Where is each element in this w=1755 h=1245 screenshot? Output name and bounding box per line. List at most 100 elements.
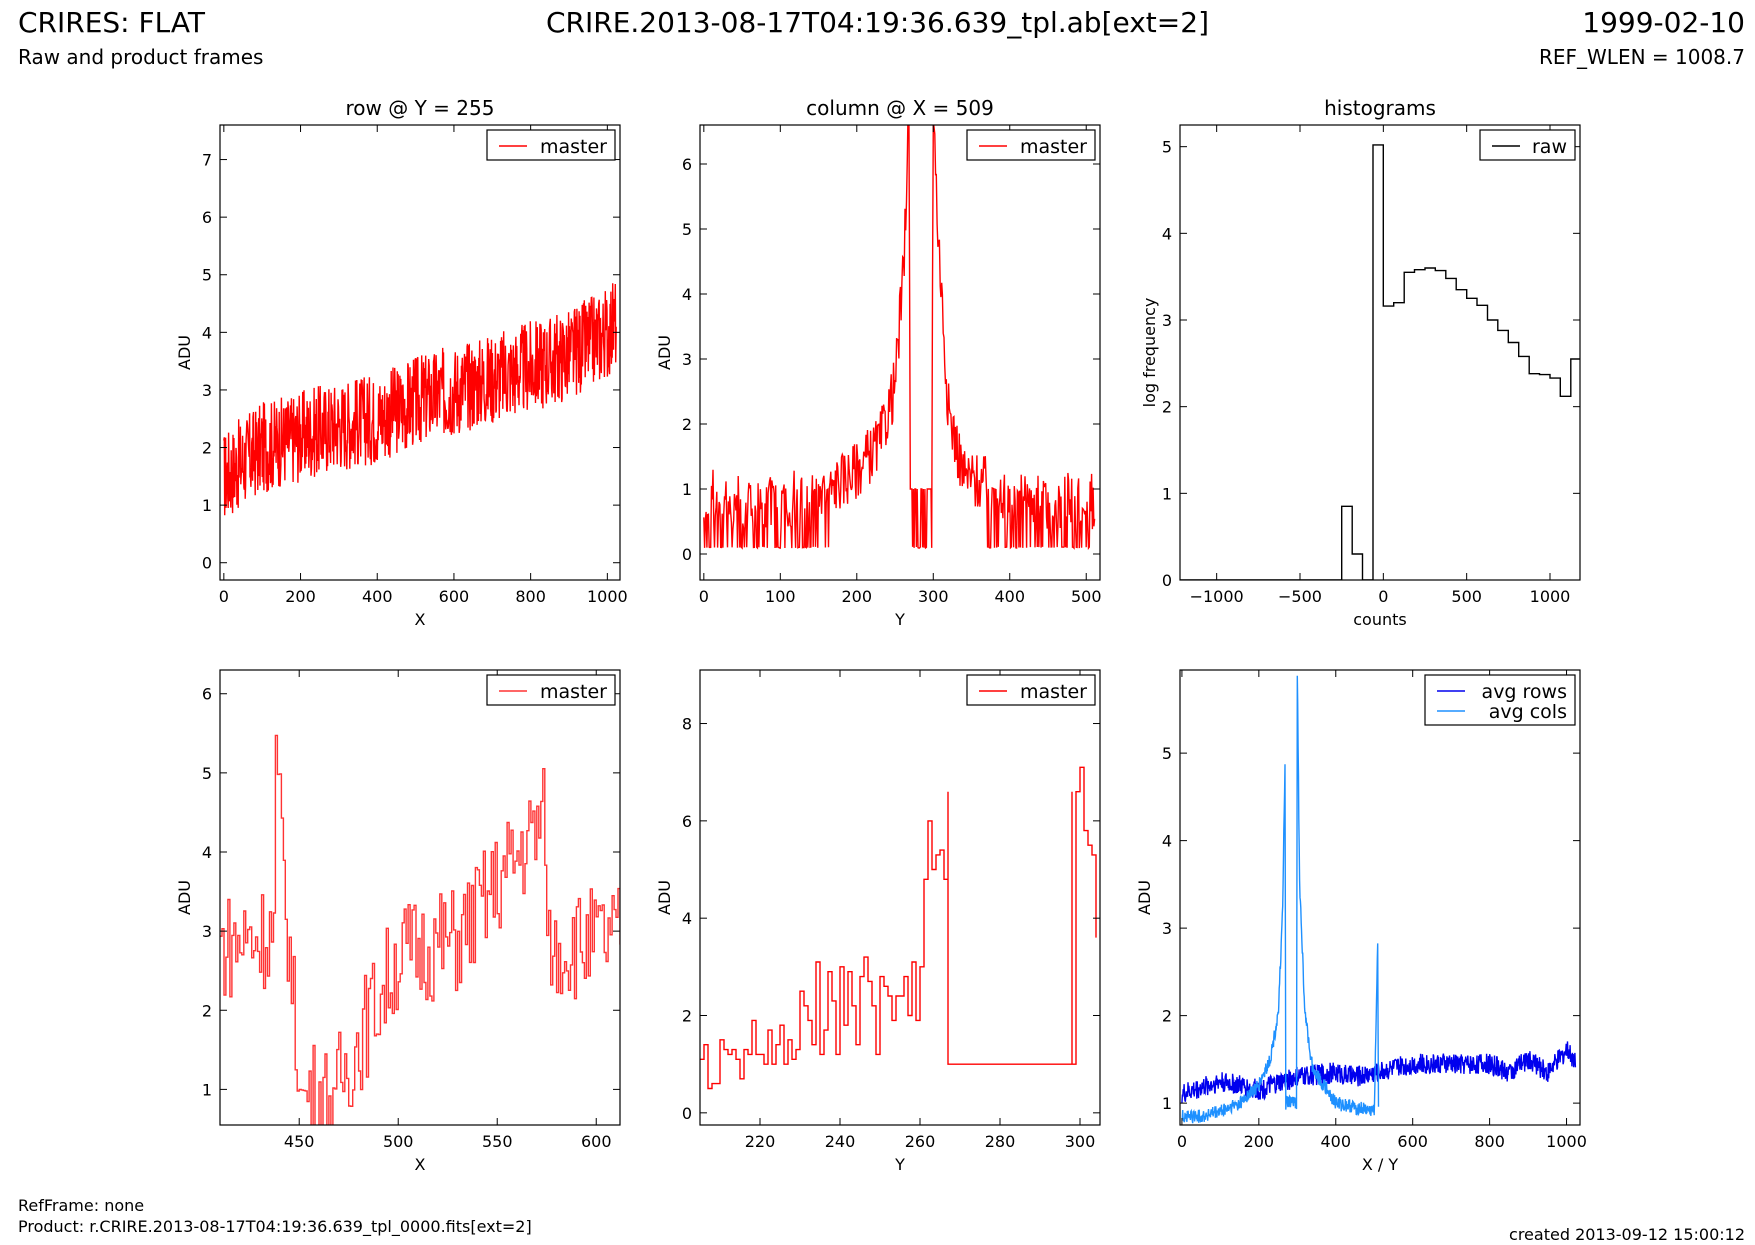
x-axis-label: counts	[1353, 610, 1406, 629]
y-tick-label: 4	[682, 909, 692, 928]
legend-box	[966, 129, 1096, 161]
legend-box	[486, 674, 616, 706]
legend-box	[1424, 674, 1576, 726]
series-line-2-1	[703, 125, 1096, 551]
ref-wlen-label: REF_WLEN = 1008.7	[1538, 45, 1745, 69]
y-tick-label: 4	[202, 843, 212, 862]
x-tick-label: 400	[1320, 1132, 1351, 1151]
chart-1: 0 200 400 600 800 1000 0 1 2 3 4 5 6 7 row @ Y = 255 X A…	[175, 96, 628, 629]
series-line-3-1	[1180, 144, 1580, 580]
x-tick-label: 0	[1177, 1132, 1187, 1151]
legend-box	[966, 674, 1096, 706]
plot-frame	[1179, 669, 1581, 1126]
plot-frame	[219, 124, 621, 581]
y-tick-label: 5	[1162, 138, 1172, 157]
x-tick-label: 400	[362, 587, 393, 606]
y-tick-label: 1	[682, 480, 692, 499]
x-axis-label: Y	[894, 610, 905, 629]
page-title: CRIRES: FLAT	[18, 6, 205, 39]
x-tick-label: 240	[825, 1132, 856, 1151]
x-tick-label: 0	[699, 587, 709, 606]
x-tick-label: 0	[1378, 587, 1388, 606]
y-tick-label: 3	[202, 381, 212, 400]
y-tick-label: 5	[1162, 744, 1172, 763]
chart-title: row @ Y = 255	[346, 96, 495, 120]
y-tick-label: 2	[1162, 1007, 1172, 1026]
y-tick-label: 4	[1162, 224, 1172, 243]
x-tick-label: 600	[581, 1132, 612, 1151]
x-tick-label: 260	[905, 1132, 936, 1151]
x-tick-label: 1000	[587, 587, 628, 606]
chart-3: −1000 −500 0 500 1000 0 1 2 3 4 5 histograms counts l…	[1140, 96, 1581, 629]
chart-2: 0 100 200 300 400 500 0 1 2 3 4 5 6 column @ X = 509 Y…	[655, 96, 1102, 629]
y-tick-label: 1	[1162, 1094, 1172, 1113]
x-tick-label: 800	[515, 587, 546, 606]
series-line-5-1	[700, 766, 1097, 1090]
series-line-4-1	[220, 734, 620, 1125]
x-tick-label: 200	[285, 587, 316, 606]
chart-4: 450 500 550 600 1 2 3 4 5 6 X ADU master	[175, 669, 621, 1174]
y-tick-label: 3	[1162, 311, 1172, 330]
x-tick-label: 600	[439, 587, 470, 606]
x-tick-label: −500	[1278, 587, 1322, 606]
series-line-1-1	[223, 283, 617, 516]
x-tick-label: 550	[482, 1132, 513, 1151]
x-tick-label: 100	[765, 587, 796, 606]
product-label: Product: r.CRIRE.2013-08-17T04:19:36.639…	[18, 1217, 532, 1236]
y-tick-label: 4	[1162, 832, 1172, 851]
chart-6: 0 200 400 600 800 1000 1 2 3 4 5 X / Y ADU avg rowsav…	[1135, 669, 1587, 1174]
x-tick-label: 200	[842, 587, 873, 606]
x-tick-label: 400	[994, 587, 1025, 606]
x-tick-label: 0	[219, 587, 229, 606]
y-tick-label: 2	[682, 415, 692, 434]
y-tick-label: 8	[682, 715, 692, 734]
y-tick-label: 0	[1162, 571, 1172, 590]
y-tick-label: 2	[682, 1007, 692, 1026]
y-tick-label: 5	[202, 266, 212, 285]
x-tick-label: 450	[284, 1132, 315, 1151]
y-axis-label: log frequency	[1140, 298, 1159, 408]
legend-label: master	[540, 136, 607, 158]
y-tick-label: 7	[202, 151, 212, 170]
legend-box	[486, 129, 616, 161]
y-tick-label: 0	[682, 545, 692, 564]
series-line-6-2	[1181, 675, 1380, 1124]
y-tick-label: 1	[202, 496, 212, 515]
date-label: 1999-02-10	[1582, 6, 1745, 39]
y-tick-label: 0	[682, 1104, 692, 1123]
x-tick-label: 220	[745, 1132, 776, 1151]
legend-box	[1479, 129, 1576, 161]
created-label: created 2013-09-12 15:00:12	[1509, 1225, 1745, 1244]
file-title: CRIRE.2013-08-17T04:19:36.639_tpl.ab[ext…	[545, 6, 1209, 39]
x-tick-label: 800	[1474, 1132, 1505, 1151]
x-tick-label: 1000	[1546, 1132, 1587, 1151]
x-tick-label: 1000	[1530, 587, 1571, 606]
x-tick-label: 600	[1397, 1132, 1428, 1151]
y-tick-label: 3	[682, 350, 692, 369]
x-tick-label: 500	[383, 1132, 414, 1151]
x-tick-label: 300	[1065, 1132, 1096, 1151]
legend-label: master	[1020, 681, 1087, 703]
legend-label: master	[540, 681, 607, 703]
legend-label: avg cols	[1489, 701, 1567, 723]
y-tick-label: 1	[202, 1080, 212, 1099]
plot-frame	[219, 669, 621, 1126]
chart-title: column @ X = 509	[806, 96, 994, 120]
refframe-label: RefFrame: none	[18, 1196, 145, 1215]
plot-frame	[699, 669, 1101, 1126]
y-axis-label: ADU	[175, 335, 194, 370]
page-subtitle: Raw and product frames	[18, 45, 264, 69]
x-tick-label: 500	[1071, 587, 1102, 606]
y-tick-label: 4	[682, 285, 692, 304]
x-axis-label: Y	[894, 1155, 905, 1174]
x-tick-label: 500	[1451, 587, 1482, 606]
legend-label: avg rows	[1482, 681, 1567, 703]
y-tick-label: 6	[202, 208, 212, 227]
legend-label: raw	[1532, 136, 1567, 158]
x-tick-label: 300	[918, 587, 949, 606]
chart-5: 220 240 260 280 300 0 2 4 6 8 Y ADU master	[655, 669, 1101, 1174]
y-tick-label: 3	[1162, 919, 1172, 938]
y-tick-label: 3	[202, 922, 212, 941]
y-tick-label: 0	[202, 554, 212, 573]
